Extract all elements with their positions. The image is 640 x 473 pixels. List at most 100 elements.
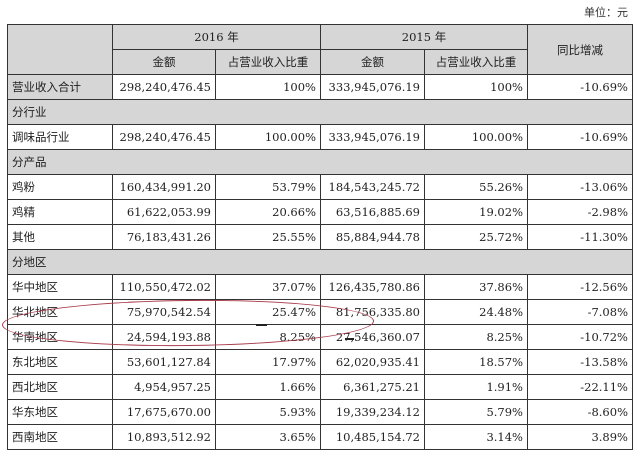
yoy-change: -12.56% <box>527 274 633 300</box>
amount-2015: 10,485,154.72 <box>320 424 425 450</box>
ratio-2016: 100% <box>215 74 321 100</box>
table-row: 其他 76,183,431.26 25.55% 85,884,944.78 25… <box>7 224 633 250</box>
yoy-change: -22.11% <box>527 374 633 400</box>
header-row-years: 2016 年 2015 年 同比增减 <box>7 24 633 75</box>
amount-2016: 110,550,472.02 <box>112 274 216 300</box>
row-label: 西南地区 <box>7 424 113 450</box>
amount-2015: 19,339,234.12 <box>320 399 425 425</box>
header-ratio-2015: 占营业收入比重 <box>424 49 528 75</box>
yoy-change: -13.06% <box>527 174 633 200</box>
row-label: 鸡精 <box>7 199 113 225</box>
ratio-2016: 100.00% <box>215 124 321 150</box>
section-header-region: 分地区 <box>7 249 633 275</box>
header-year-2015: 2015 年 <box>320 24 528 50</box>
unit-label: 单位：元 <box>584 6 628 19</box>
amount-2015: 333,945,076.19 <box>320 74 425 100</box>
amount-2016: 4,954,957.25 <box>112 374 216 400</box>
table-row: 华南地区 24,594,193.88 8.25% 27,546,360.07 8… <box>7 324 633 350</box>
amount-2016: 298,240,476.45 <box>112 74 216 100</box>
ratio-2016: 53.79% <box>215 174 321 200</box>
yoy-change: -10.72% <box>527 324 633 350</box>
amount-2015: 6,361,275.21 <box>320 374 425 400</box>
amount-2015: 63,516,885.69 <box>320 199 425 225</box>
yoy-change: -13.58% <box>527 349 633 375</box>
amount-2016: 61,622,053.99 <box>112 199 216 225</box>
table-row: 调味品行业 298,240,476.45 100.00% 333,945,076… <box>7 124 633 150</box>
yoy-change: -7.08% <box>527 299 633 325</box>
table-row-total: 营业收入合计 298,240,476.45 100% 333,945,076.1… <box>7 74 633 100</box>
ratio-2015: 3.14% <box>424 424 528 450</box>
amount-2016: 160,434,991.20 <box>112 174 216 200</box>
ratio-2015: 5.79% <box>424 399 528 425</box>
yoy-change: 3.89% <box>527 424 633 450</box>
row-label: 华南地区 <box>7 324 113 350</box>
amount-2016: 75,970,542.54 <box>112 299 216 325</box>
row-label: 鸡粉 <box>7 174 113 200</box>
section-title: 分产品 <box>7 149 633 175</box>
table-row: 西南地区 10,893,512.92 3.65% 10,485,154.72 3… <box>7 424 633 450</box>
table-row: 华东地区 17,675,670.00 5.93% 19,339,234.12 5… <box>7 399 633 425</box>
table-row-highlighted: 华北地区 75,970,542.54 25.47% 81,756,335.80 … <box>7 299 633 325</box>
ratio-2015: 1.91% <box>424 374 528 400</box>
table-row: 华中地区 110,550,472.02 37.07% 126,435,780.8… <box>7 274 633 300</box>
table-row: 西北地区 4,954,957.25 1.66% 6,361,275.21 1.9… <box>7 374 633 400</box>
yoy-change: -8.60% <box>527 399 633 425</box>
row-label: 西北地区 <box>7 374 113 400</box>
amount-2015: 81,756,335.80 <box>320 299 425 325</box>
row-label: 华中地区 <box>7 274 113 300</box>
row-label: 东北地区 <box>7 349 113 375</box>
ratio-2016: 25.47% <box>215 299 321 325</box>
yoy-change: -10.69% <box>527 74 633 100</box>
amount-2015: 126,435,780.86 <box>320 274 425 300</box>
header-year-2016: 2016 年 <box>112 24 321 50</box>
row-label: 华北地区 <box>7 299 113 325</box>
yoy-change: -11.30% <box>527 224 633 250</box>
ratio-2015: 55.26% <box>424 174 528 200</box>
row-label: 调味品行业 <box>7 124 113 150</box>
section-title: 分地区 <box>7 249 633 275</box>
header-row-metrics: 金额 占营业收入比重 金额 占营业收入比重 <box>8 49 633 75</box>
yoy-change: -2.98% <box>527 199 633 225</box>
ratio-2016: 5.93% <box>215 399 321 425</box>
amount-2016: 17,675,670.00 <box>112 399 216 425</box>
row-label: 其他 <box>7 224 113 250</box>
row-label: 华东地区 <box>7 399 113 425</box>
amount-2016: 53,601,127.84 <box>112 349 216 375</box>
amount-2015: 62,020,935.41 <box>320 349 425 375</box>
ratio-2015: 37.86% <box>424 274 528 300</box>
ratio-2016: 37.07% <box>215 274 321 300</box>
amount-2016: 76,183,431.26 <box>112 224 216 250</box>
table-row: 东北地区 53,601,127.84 17.97% 62,020,935.41 … <box>7 349 633 375</box>
amount-2016: 298,240,476.45 <box>112 124 216 150</box>
header-ratio-2016: 占营业收入比重 <box>215 49 321 75</box>
pen-mark-annotation <box>345 338 354 340</box>
section-header-industry: 分行业 <box>7 99 633 125</box>
header-corner <box>7 24 113 75</box>
amount-2015: 85,884,944.78 <box>320 224 425 250</box>
row-label: 营业收入合计 <box>7 74 113 100</box>
revenue-table: 2016 年 2015 年 同比增减 金额 占营业收入比重 金额 占营业收入比重… <box>7 24 633 450</box>
ratio-2016: 8.25% <box>215 324 321 350</box>
ratio-2015: 25.72% <box>424 224 528 250</box>
yoy-change: -10.69% <box>527 124 633 150</box>
table-row: 鸡粉 160,434,991.20 53.79% 184,543,245.72 … <box>7 174 633 200</box>
amount-2016: 24,594,193.88 <box>112 324 216 350</box>
ratio-2015: 100% <box>424 74 528 100</box>
header-amount-2016: 金额 <box>112 49 216 75</box>
ratio-2015: 100.00% <box>424 124 528 150</box>
ratio-2016: 3.65% <box>215 424 321 450</box>
ratio-2015: 18.57% <box>424 349 528 375</box>
ratio-2016: 17.97% <box>215 349 321 375</box>
header-amount-2015: 金额 <box>320 49 425 75</box>
ratio-2015: 24.48% <box>424 299 528 325</box>
ratio-2016: 1.66% <box>215 374 321 400</box>
amount-2015: 333,945,076.19 <box>320 124 425 150</box>
amount-2016: 10,893,512.92 <box>112 424 216 450</box>
ratio-2016: 20.66% <box>215 199 321 225</box>
table-row: 鸡精 61,622,053.99 20.66% 63,516,885.69 19… <box>7 199 633 225</box>
pen-mark-annotation <box>256 324 267 326</box>
amount-2015: 27,546,360.07 <box>320 324 425 350</box>
section-header-product: 分产品 <box>7 149 633 175</box>
amount-2015: 184,543,245.72 <box>320 174 425 200</box>
ratio-2016: 25.55% <box>215 224 321 250</box>
